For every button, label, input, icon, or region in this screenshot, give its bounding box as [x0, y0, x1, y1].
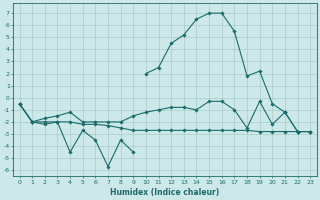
- X-axis label: Humidex (Indice chaleur): Humidex (Indice chaleur): [110, 188, 220, 197]
